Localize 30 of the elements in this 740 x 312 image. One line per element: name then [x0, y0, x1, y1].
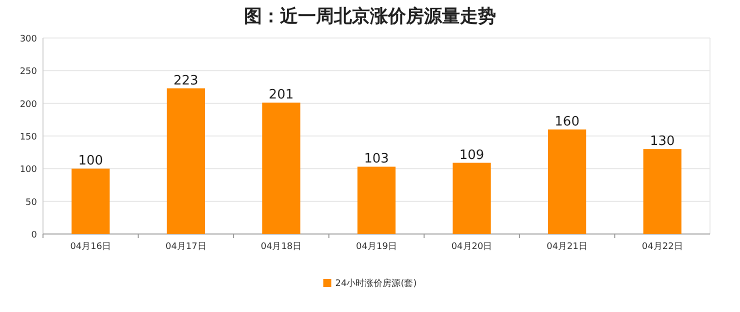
x-tick-label: 04月18日: [260, 242, 302, 252]
data-label: 130: [650, 134, 675, 150]
x-tick-label: 04月22日: [642, 242, 683, 252]
x-tick-label: 04月21日: [546, 242, 588, 252]
data-label: 160: [554, 114, 580, 130]
y-tick-label: 50: [26, 198, 38, 208]
y-tick-label: 0: [31, 230, 38, 240]
chart-title: 图：近一周北京涨价房源量走势: [244, 6, 496, 27]
bar: [357, 166, 396, 234]
x-tick-label: 04月19日: [356, 242, 397, 252]
y-tick-label: 300: [20, 34, 38, 44]
x-tick-label: 04月20日: [451, 242, 492, 252]
bar: [166, 88, 205, 234]
x-tick-label: 04月16日: [70, 242, 112, 252]
y-tick-label: 200: [20, 100, 38, 110]
data-label: 223: [174, 73, 198, 88]
bar: [643, 149, 682, 234]
legend-label: 24小时涨价房源(套): [335, 278, 417, 289]
y-tick-label: 250: [20, 67, 38, 78]
data-label: 201: [268, 88, 294, 103]
bar: [452, 162, 491, 234]
data-label: 109: [459, 148, 484, 163]
data-label: 100: [78, 154, 104, 169]
x-tick-label: 04月17日: [165, 242, 206, 252]
y-tick-label: 150: [20, 132, 38, 142]
bar: [548, 129, 586, 234]
y-tick-label: 100: [20, 165, 38, 176]
data-label: 103: [364, 152, 389, 167]
bar: [72, 168, 110, 234]
bar: [262, 102, 300, 234]
